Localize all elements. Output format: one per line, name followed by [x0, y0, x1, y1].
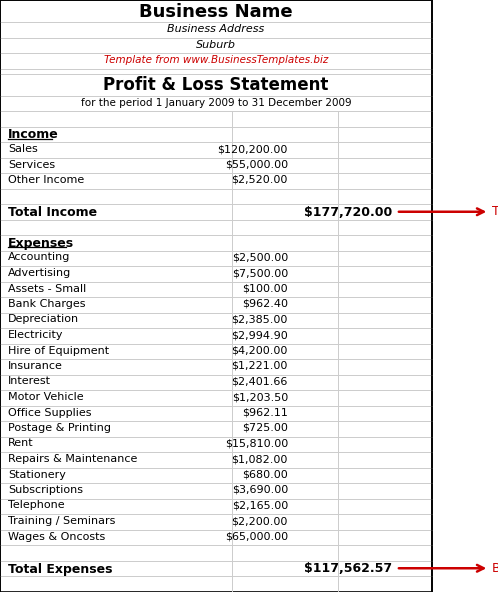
Text: Template from www.BusinessTemplates.biz: Template from www.BusinessTemplates.biz	[104, 55, 328, 65]
Text: $120,200.00: $120,200.00	[218, 144, 288, 154]
Text: Motor Vehicle: Motor Vehicle	[8, 392, 84, 402]
Text: Electricity: Electricity	[8, 330, 64, 340]
Text: $2,165.00: $2,165.00	[232, 500, 288, 510]
Text: $2,200.00: $2,200.00	[232, 516, 288, 526]
Text: Business Address: Business Address	[167, 24, 264, 34]
Text: Stationery: Stationery	[8, 469, 66, 480]
Text: $1,221.00: $1,221.00	[232, 361, 288, 371]
Text: Wages & Oncosts: Wages & Oncosts	[8, 532, 105, 542]
Text: Suburb: Suburb	[196, 40, 236, 50]
Text: Business Name: Business Name	[139, 3, 293, 21]
Text: $55,000.00: $55,000.00	[225, 159, 288, 169]
Text: Telephone: Telephone	[8, 500, 65, 510]
Text: $2,401.66: $2,401.66	[232, 377, 288, 387]
Text: Subscriptions: Subscriptions	[8, 485, 83, 495]
Text: Interest: Interest	[8, 377, 51, 387]
Text: $117,562.57: $117,562.57	[304, 562, 392, 575]
Text: Accounting: Accounting	[8, 253, 70, 262]
Text: $15,810.00: $15,810.00	[225, 439, 288, 449]
Text: Assets - Small: Assets - Small	[8, 284, 86, 294]
Text: Training / Seminars: Training / Seminars	[8, 516, 116, 526]
Text: $2,520.00: $2,520.00	[232, 175, 288, 185]
Text: Bottom Line: Bottom Line	[399, 562, 498, 575]
Text: Rent: Rent	[8, 439, 34, 449]
Text: Total Income: Total Income	[8, 206, 97, 219]
Text: Office Supplies: Office Supplies	[8, 407, 92, 417]
Text: $2,385.00: $2,385.00	[232, 314, 288, 324]
Text: Profit & Loss Statement: Profit & Loss Statement	[103, 76, 329, 94]
Text: Hire of Equipment: Hire of Equipment	[8, 346, 109, 356]
Text: Total Expenses: Total Expenses	[8, 562, 113, 575]
Text: $4,200.00: $4,200.00	[232, 346, 288, 356]
Text: $725.00: $725.00	[242, 423, 288, 433]
Text: Bank Charges: Bank Charges	[8, 299, 86, 309]
Text: $2,500.00: $2,500.00	[232, 253, 288, 262]
Text: Postage & Printing: Postage & Printing	[8, 423, 111, 433]
Text: $3,690.00: $3,690.00	[232, 485, 288, 495]
Text: Sales: Sales	[8, 144, 38, 154]
Text: $177,720.00: $177,720.00	[304, 206, 392, 219]
Text: Income: Income	[8, 128, 59, 141]
Text: $962.40: $962.40	[242, 299, 288, 309]
Text: $1,082.00: $1,082.00	[232, 454, 288, 464]
Text: Repairs & Maintenance: Repairs & Maintenance	[8, 454, 137, 464]
Text: Insurance: Insurance	[8, 361, 63, 371]
Text: $100.00: $100.00	[243, 284, 288, 294]
Text: Services: Services	[8, 159, 55, 169]
Text: $962.11: $962.11	[242, 407, 288, 417]
Text: Expenses: Expenses	[8, 237, 74, 250]
Text: $7,500.00: $7,500.00	[232, 268, 288, 278]
Text: Advertising: Advertising	[8, 268, 71, 278]
Text: Top Line: Top Line	[399, 205, 498, 218]
Text: Depreciation: Depreciation	[8, 314, 79, 324]
Text: $1,203.50: $1,203.50	[232, 392, 288, 402]
Text: $65,000.00: $65,000.00	[225, 532, 288, 542]
Text: Other Income: Other Income	[8, 175, 84, 185]
Text: $680.00: $680.00	[242, 469, 288, 480]
Text: $2,994.90: $2,994.90	[231, 330, 288, 340]
Bar	[0, 0, 432, 592]
Text: for the period 1 January 2009 to 31 December 2009: for the period 1 January 2009 to 31 Dece…	[81, 98, 351, 108]
